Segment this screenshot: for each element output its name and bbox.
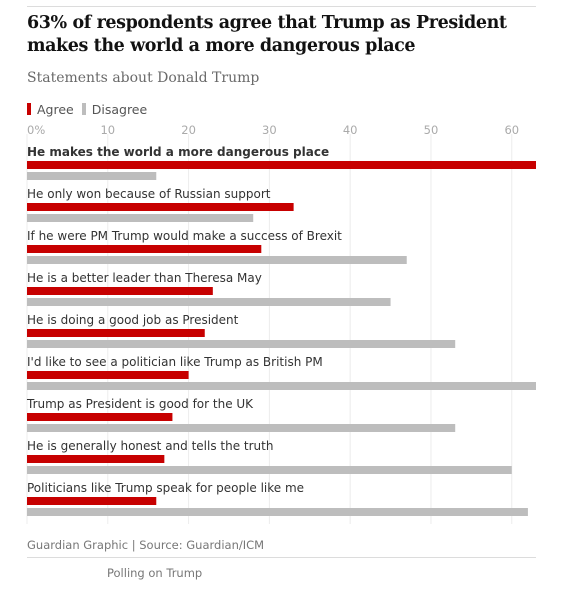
category-label: If he were PM Trump would make a success… <box>27 229 342 243</box>
category-label: He is generally honest and tells the tru… <box>27 439 273 453</box>
x-tick-label: 30 <box>262 123 277 137</box>
bar-agree <box>27 203 294 211</box>
bar-disagree <box>27 382 536 390</box>
bottom-divider <box>27 557 536 558</box>
bar-disagree <box>27 508 528 516</box>
legend: Agree Disagree <box>27 101 155 117</box>
legend-swatch-disagree <box>81 103 86 115</box>
bar-agree <box>27 329 205 337</box>
legend-label-disagree: Disagree <box>91 101 148 117</box>
source-credit: Guardian Graphic | Source: Guardian/ICM <box>27 538 265 552</box>
category-label: Trump as President is good for the UK <box>26 397 254 411</box>
chart-subtitle: Statements about Donald Trump <box>27 70 260 86</box>
bar-disagree <box>27 214 254 222</box>
category-label: He only won because of Russian support <box>27 187 271 201</box>
legend-swatch-agree <box>27 103 31 115</box>
category-label: He is doing a good job as President <box>27 313 239 327</box>
bar-agree <box>27 413 173 421</box>
x-tick-label: 10 <box>100 123 115 137</box>
bar-disagree <box>27 172 157 180</box>
x-tick-label: 50 <box>424 123 439 137</box>
related-link[interactable]: Polling on Trump <box>107 566 203 580</box>
bar-agree <box>27 455 165 463</box>
top-divider <box>27 6 536 7</box>
category-label: Politicians like Trump speak for people … <box>27 481 304 495</box>
bar-disagree <box>27 340 456 348</box>
chart-container: 63% of respondents agree that Trump as P… <box>26 0 536 590</box>
bar-agree <box>27 245 262 253</box>
x-tick-label: 60 <box>504 123 519 137</box>
bar-agree <box>27 161 536 169</box>
x-tick-label: 0% <box>27 123 45 137</box>
bar-agree <box>27 497 157 505</box>
bar-disagree <box>27 256 407 264</box>
category-label: He is a better leader than Theresa May <box>27 271 262 285</box>
x-tick-label: 40 <box>343 123 358 137</box>
x-tick-label: 20 <box>181 123 196 137</box>
legend-item-disagree: Disagree <box>81 101 148 117</box>
category-label: I'd like to see a politician like Trump … <box>27 355 323 369</box>
bar-disagree <box>27 424 456 432</box>
legend-label-agree: Agree <box>37 101 74 117</box>
chart-title: 63% of respondents agree that Trump as P… <box>27 13 507 56</box>
bar-chart-svg: 0% 10 20 30 40 50 60 He makes the world a more … <box>26 123 536 524</box>
bar-disagree <box>27 298 391 306</box>
legend-item-agree: Agree <box>27 102 74 117</box>
bar-agree <box>27 287 213 295</box>
category-label: He makes the world a more dangerous plac… <box>27 145 329 159</box>
bar-disagree <box>27 466 512 474</box>
bar-agree <box>27 371 189 379</box>
